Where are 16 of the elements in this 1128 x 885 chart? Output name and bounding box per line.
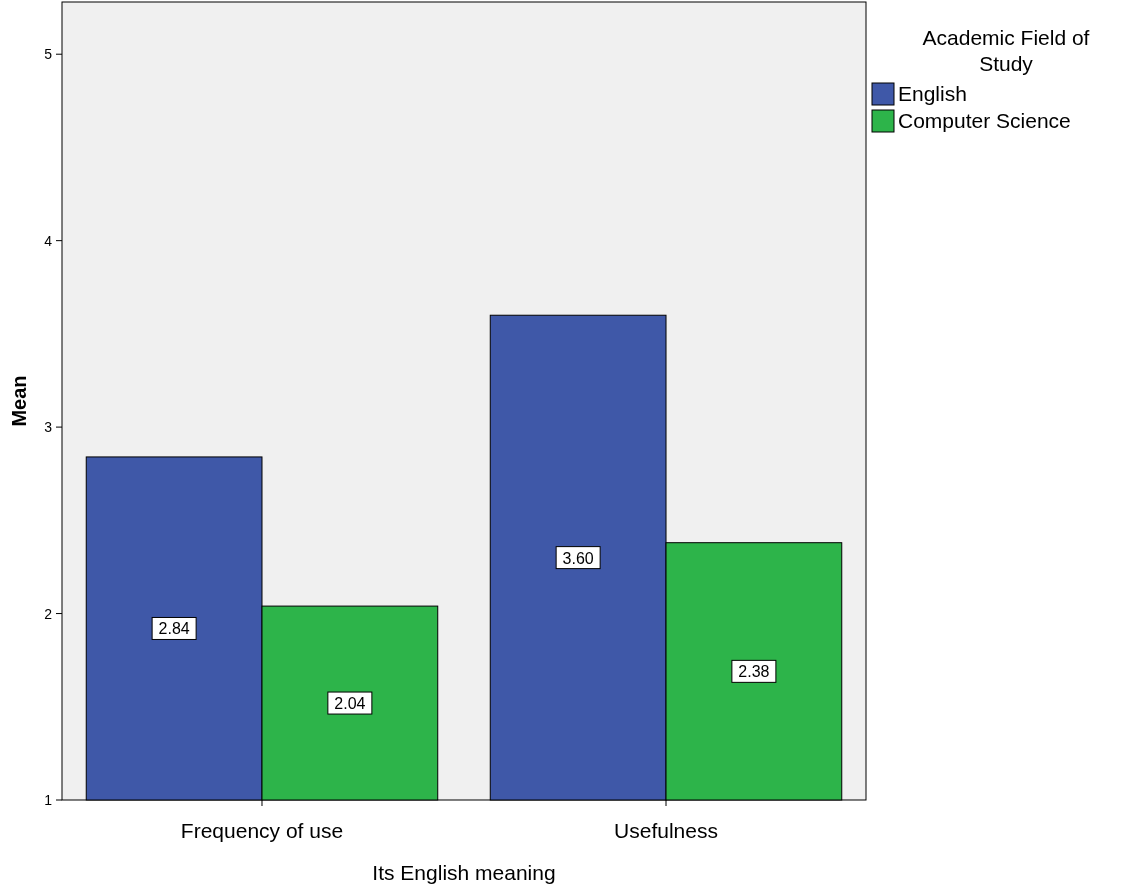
data-label: 2.84 — [158, 620, 190, 638]
y-tick-label: 3 — [44, 419, 53, 436]
y-tick-label: 2 — [44, 605, 53, 622]
x-tick-label: Frequency of use — [180, 819, 344, 842]
y-tick-label: 4 — [44, 232, 53, 249]
x-axis-title: Its English meaning — [372, 861, 556, 884]
data-label: 2.04 — [334, 695, 366, 713]
legend-title: Academic Field of Study — [922, 26, 1090, 75]
y-tick-label: 5 — [44, 46, 53, 63]
y-tick-label: 1 — [44, 792, 53, 808]
legend-label: Computer Science — [898, 109, 1071, 132]
y-axis-title: Mean — [8, 375, 30, 427]
legend-label: English — [898, 82, 967, 105]
data-label: 3.60 — [562, 549, 594, 567]
x-tick-label: Usefulness — [614, 819, 718, 842]
data-label: 2.38 — [738, 663, 770, 681]
